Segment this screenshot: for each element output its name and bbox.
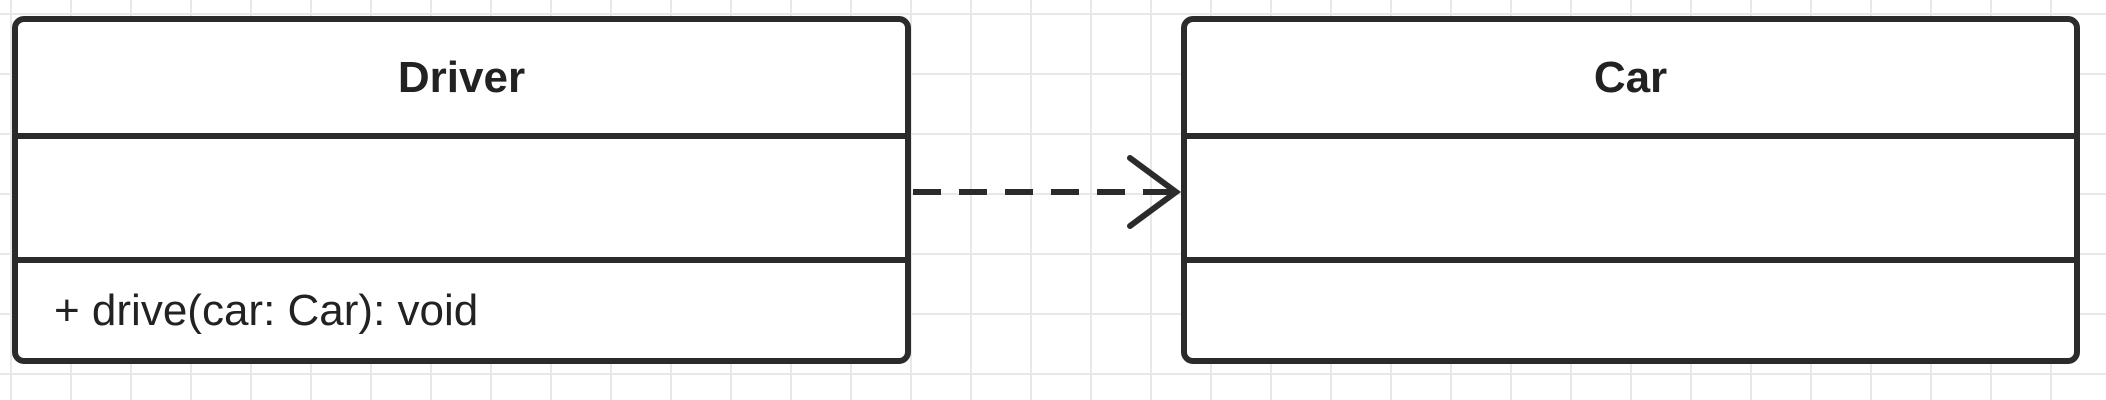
car-class-name: Car — [1593, 52, 1668, 102]
dependency-open-arrowhead-icon — [1127, 155, 1182, 229]
car-attributes-compartment — [1187, 139, 2074, 263]
driver-methods-compartment: + drive(car: Car): void — [18, 263, 905, 358]
car-name-compartment: Car — [1187, 22, 2074, 139]
car-class-box[interactable]: Car — [1181, 16, 2080, 364]
driver-class-name: Driver — [397, 52, 526, 102]
driver-method-drive: + drive(car: Car): void — [54, 285, 479, 335]
driver-name-compartment: Driver — [18, 22, 905, 139]
driver-attributes-compartment — [18, 139, 905, 263]
driver-class-box[interactable]: Driver + drive(car: Car): void — [12, 16, 911, 364]
car-methods-compartment — [1187, 263, 2074, 358]
